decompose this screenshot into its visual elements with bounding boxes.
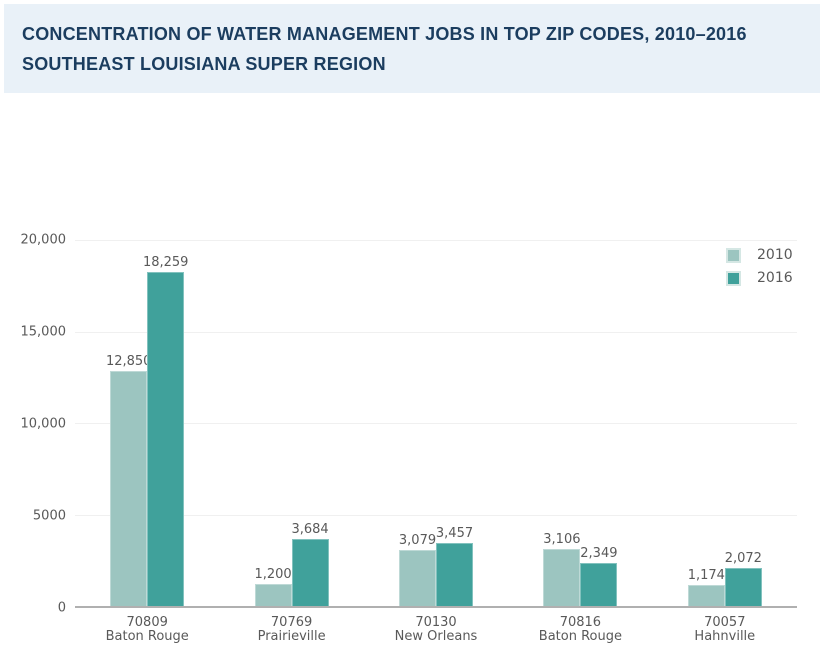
plot-area: 12,850 18,259 1,200 3,684 3,079 3,457 3,106 2,3… (75, 240, 797, 608)
x-label-city: Prairieville (257, 629, 326, 644)
bar-2010-70809: 12,850 (106, 354, 151, 606)
bar-value-label: 2,349 (580, 546, 618, 562)
x-label-city: Baton Rouge (538, 629, 622, 644)
legend-swatch-2016 (726, 270, 741, 286)
bar-2010-70057: 1,174 (688, 568, 725, 606)
bar-group-70809: 12,850 18,259 (106, 240, 188, 606)
bar-value-label: 3,106 (543, 532, 581, 548)
x-category-label-70130: 70130 New Orleans (395, 616, 478, 644)
bar-2010-70816: 3,106 (543, 532, 581, 606)
bar-value-label: 3,457 (435, 525, 474, 541)
bar-value-label: 3,684 (291, 521, 329, 537)
bar-2016-70130: 3,457 (436, 526, 473, 606)
bar-2016-70769: 3,684 (291, 522, 329, 606)
x-label-zip: 70130 (415, 615, 457, 630)
x-category-label-70809: 70809 Baton Rouge (106, 616, 189, 644)
bar-group-70130: 3,079 3,457 (399, 240, 473, 606)
legend: 2010 2016 (726, 247, 793, 293)
x-label-zip: 70057 (704, 615, 746, 630)
x-category-label-70057: 70057 Hahnville (694, 616, 755, 644)
chart-title-line-1: CONCENTRATION OF WATER MANAGEMENT JOBS I… (22, 24, 747, 44)
legend-label-2010: 2010 (757, 247, 793, 263)
y-tick-label: 5000 (32, 508, 66, 524)
x-label-zip: 70769 (270, 615, 313, 630)
x-label-city: Baton Rouge (105, 629, 189, 644)
bar-2016-70816: 2,349 (580, 546, 618, 606)
bar-2016-70809: 18,259 (143, 255, 188, 606)
bar-value-label: 3,079 (398, 532, 437, 548)
x-category-label-70816: 70816 Baton Rouge (539, 616, 622, 644)
y-tick-label: 20,000 (20, 232, 67, 248)
bar-2016-70057: 2,072 (725, 551, 762, 606)
y-axis: 20,000 15,000 10,000 5000 0 (0, 233, 67, 616)
bar-value-label: 1,174 (687, 567, 725, 583)
x-label-city: Hahnville (694, 629, 756, 644)
x-label-zip: 70816 (559, 615, 602, 630)
gridline-5000 (75, 514, 797, 516)
bar-value-label: 12,850 (105, 353, 152, 369)
chart-title-banner: CONCENTRATION OF WATER MANAGEMENT JOBS I… (4, 4, 820, 93)
x-label-zip: 70809 (126, 615, 168, 630)
bar-value-label: 1,200 (254, 567, 292, 583)
bar-2010-70130: 3,079 (399, 533, 436, 606)
legend-item-2010: 2010 (726, 247, 793, 263)
y-tick-label: 15,000 (20, 324, 67, 340)
bar-group-70769: 1,200 3,684 (254, 240, 329, 606)
bar-group-70057: 1,174 2,072 (688, 240, 762, 606)
gridline-20000 (75, 240, 797, 241)
legend-item-2016: 2016 (726, 270, 793, 286)
chart-title-line-2: SOUTHEAST LOUISIANA SUPER REGION (22, 54, 386, 74)
y-tick-label: 0 (57, 600, 66, 616)
x-label-city: New Orleans (394, 629, 478, 644)
y-tick-label: 10,000 (20, 416, 67, 432)
gridline-10000 (75, 423, 797, 424)
legend-swatch-2010 (726, 247, 741, 263)
x-axis: 70809 Baton Rouge 70769 Prairieville 70130 Ne… (75, 614, 797, 654)
bar-value-label: 2,072 (724, 551, 762, 567)
bar-2010-70769: 1,200 (254, 567, 292, 606)
x-category-label-70769: 70769 Prairieville (258, 616, 326, 644)
bar-group-70816: 3,106 2,349 (543, 240, 618, 606)
legend-label-2016: 2016 (757, 270, 793, 286)
gridline-15000 (75, 331, 797, 333)
bar-value-label: 18,259 (142, 254, 189, 270)
